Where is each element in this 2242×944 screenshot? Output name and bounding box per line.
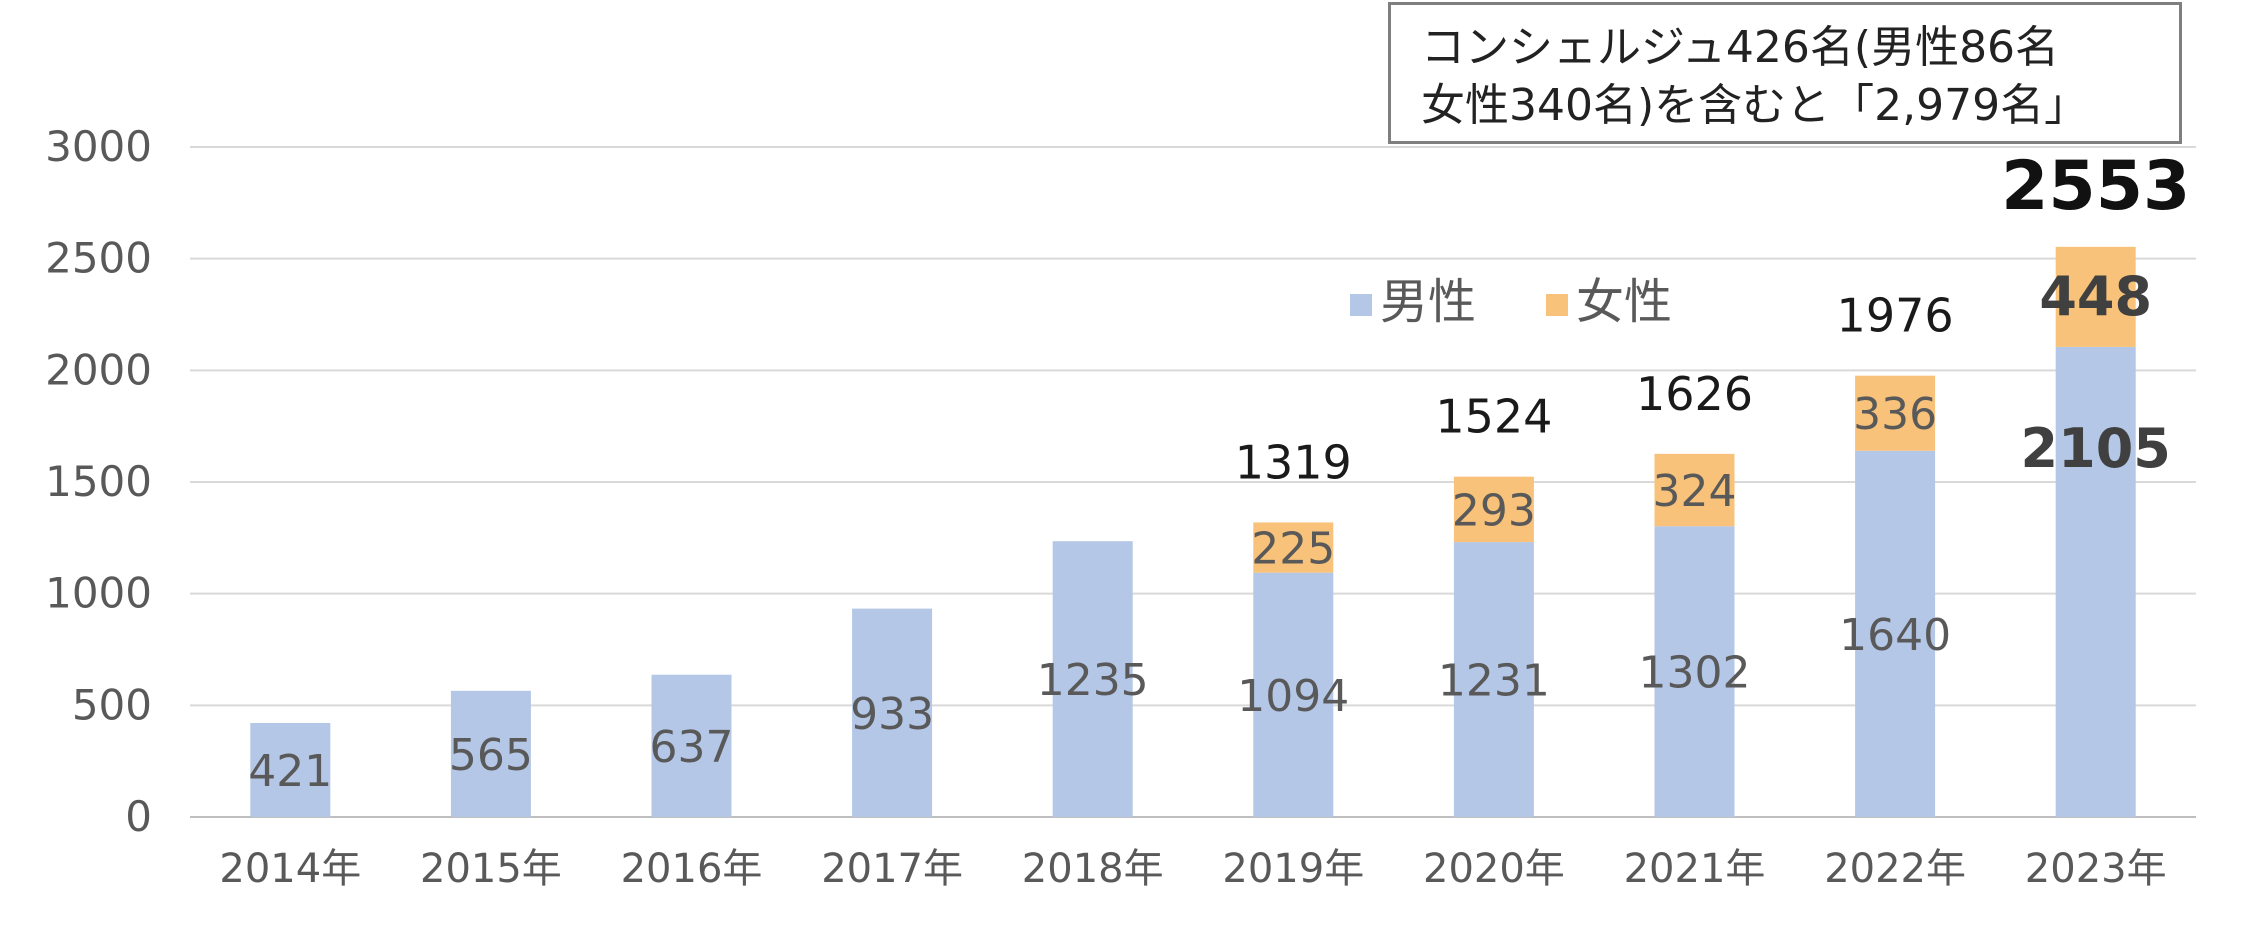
data-label-female: 336 [1853,389,1937,440]
data-label-total: 2553 [2001,147,2190,226]
bar-male [852,608,933,817]
x-tick-label: 2022年 [1824,846,1966,892]
data-label-total: 1319 [1235,435,1352,489]
data-label-male: 933 [850,689,934,740]
y-tick-label: 2000 [45,345,152,394]
x-tick-label: 2017年 [821,846,963,892]
bar-female [2055,246,2136,347]
y-tick-label: 500 [72,680,152,729]
bar-male [1654,526,1735,817]
data-label-male: 637 [650,722,734,773]
y-tick-label: 0 [125,792,152,841]
x-tick-label: 2023年 [2025,846,2167,892]
y-tick-label: 3000 [45,122,152,171]
legend-swatch-female [1546,294,1568,316]
data-label-total: 1976 [1837,289,1954,343]
data-label-male: 565 [449,730,533,781]
bar-female [1453,476,1534,543]
bar-male [450,690,531,817]
annotation-line-2: 女性340名)を含むと「2,979名」 [1421,80,2089,131]
bar-female [1855,375,1936,451]
data-label-male: 1094 [1237,671,1349,722]
x-tick-label: 2016年 [621,846,763,892]
y-tick-label: 1000 [45,569,152,618]
annotation-line-1: コンシェルジュ426名(男性86名 [1421,22,2060,73]
data-label-male: 1235 [1037,655,1149,706]
bar-male [1052,541,1133,817]
data-label-female: 293 [1452,485,1536,536]
annotation-box: コンシェルジュ426名(男性86名 女性340名)を含むと「2,979名」 [1388,2,2182,144]
bar-male [1253,572,1334,817]
bar-male [1453,542,1534,817]
data-label-total: 1524 [1435,390,1552,444]
legend-label-female: 女性 [1576,274,1672,330]
bar-male [2055,346,2136,817]
bar-male [1855,450,1936,817]
bar-male [250,722,331,817]
legend-swatch-male [1350,294,1372,316]
x-tick-label: 2021年 [1624,846,1766,892]
bar-female [1253,522,1334,573]
x-tick-label: 2020年 [1423,846,1565,892]
y-tick-label: 1500 [45,457,152,506]
data-label-male: 1231 [1438,656,1550,707]
data-label-male: 1302 [1639,648,1751,699]
x-tick-label: 2015年 [420,846,562,892]
data-label-male: 1640 [1839,610,1951,661]
data-label-female: 225 [1251,524,1335,575]
x-tick-label: 2019年 [1222,846,1364,892]
x-tick-label: 2018年 [1022,846,1164,892]
data-label-male: 2105 [2021,417,2171,480]
bar-female [1654,453,1735,527]
data-label-female: 324 [1653,466,1737,517]
data-label-female: 448 [2039,265,2152,328]
data-label-total: 1626 [1636,367,1753,421]
bar-male [651,674,732,817]
data-label-male: 421 [248,746,332,797]
y-tick-label: 2500 [45,234,152,283]
legend-label-male: 男性 [1380,274,1476,330]
x-tick-label: 2014年 [219,846,361,892]
